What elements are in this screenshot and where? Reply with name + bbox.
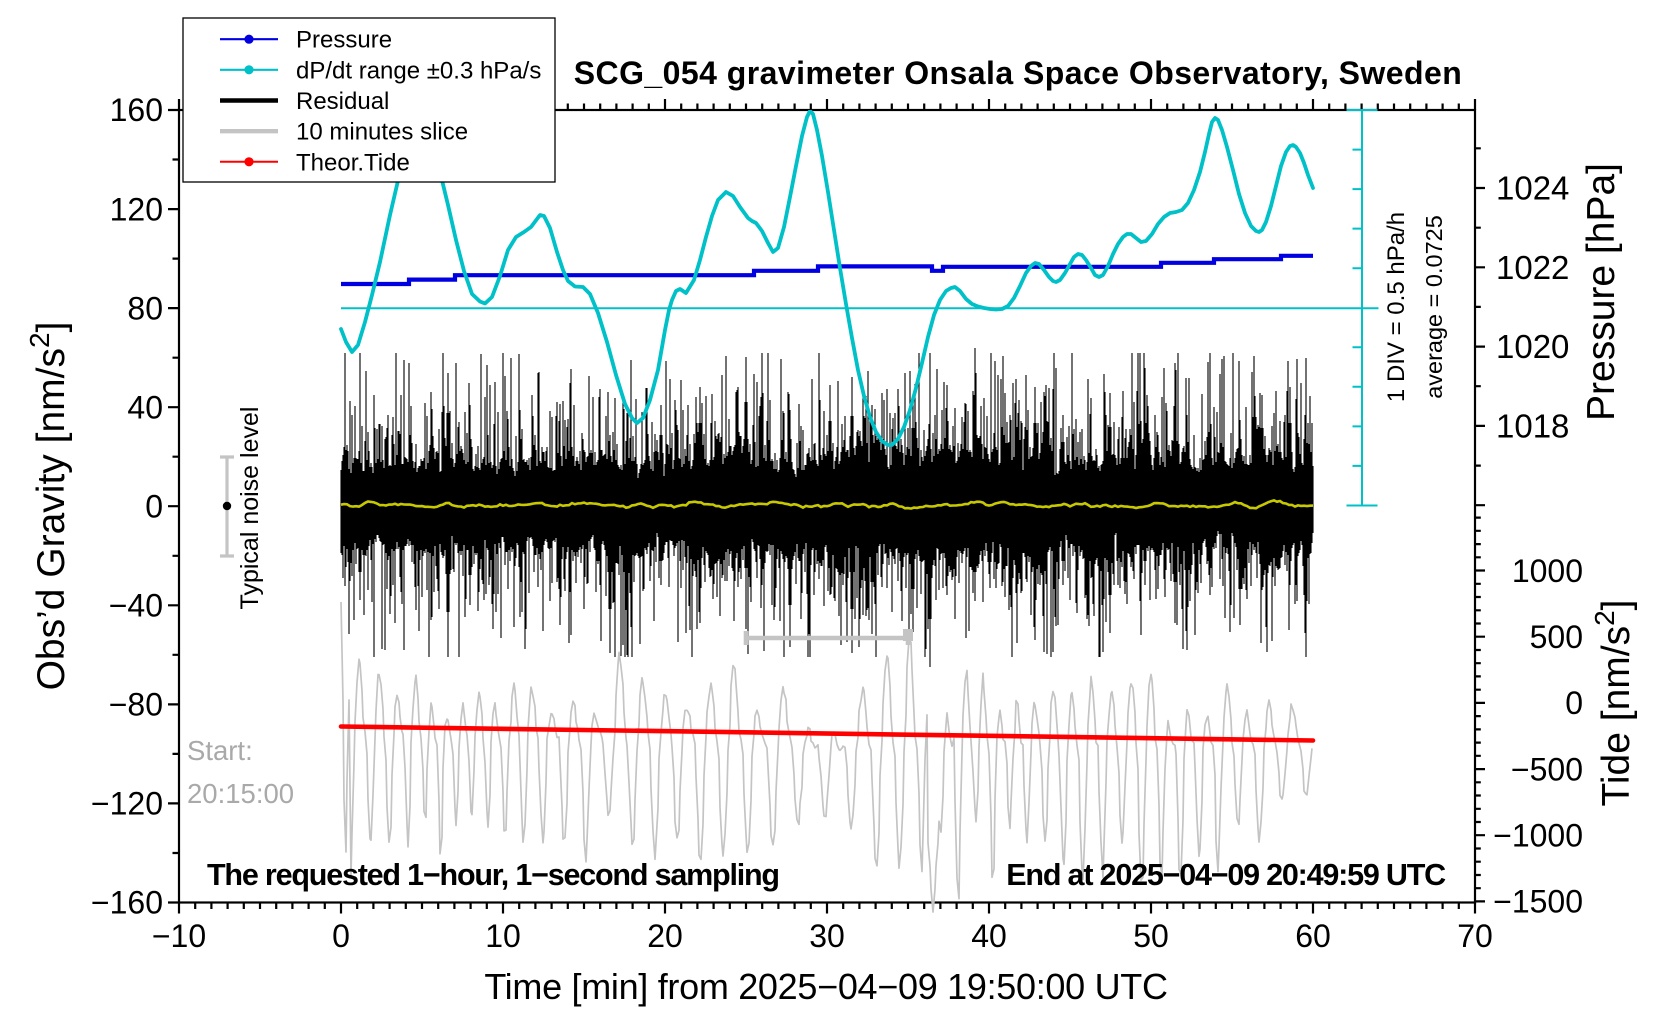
- svg-text:Pressure: Pressure: [296, 27, 392, 54]
- svg-text:−40: −40: [109, 588, 163, 624]
- svg-text:70: 70: [1457, 918, 1493, 954]
- svg-text:120: 120: [110, 191, 163, 227]
- svg-text:0: 0: [145, 489, 163, 525]
- svg-text:40: 40: [971, 918, 1007, 954]
- svg-text:End at 2025−04−09 20:49:59 UTC: End at 2025−04−09 20:49:59 UTC: [1006, 858, 1446, 892]
- svg-text:The requested 1−hour, 1−second: The requested 1−hour, 1−second sampling: [207, 858, 779, 892]
- svg-text:Obs’d Gravity [nm/s2]: Obs’d Gravity [nm/s2]: [24, 322, 73, 691]
- svg-text:−500: −500: [1511, 751, 1583, 787]
- svg-text:−160: −160: [91, 885, 163, 921]
- svg-text:30: 30: [809, 918, 845, 954]
- svg-text:SCG_054 gravimeter Onsala Spac: SCG_054 gravimeter Onsala Space Observat…: [574, 55, 1463, 91]
- svg-text:60: 60: [1295, 918, 1331, 954]
- svg-text:50: 50: [1133, 918, 1169, 954]
- svg-text:−1500: −1500: [1493, 884, 1583, 920]
- svg-text:20:15:00: 20:15:00: [187, 778, 294, 809]
- svg-text:40: 40: [127, 389, 163, 425]
- svg-text:1024: 1024: [1496, 170, 1569, 207]
- svg-text:−120: −120: [91, 786, 163, 822]
- svg-text:−1000: −1000: [1493, 818, 1583, 854]
- svg-text:Theor.Tide: Theor.Tide: [296, 149, 410, 176]
- svg-text:Pressure [hPa]: Pressure [hPa]: [1580, 163, 1623, 421]
- svg-text:10: 10: [485, 918, 521, 954]
- svg-text:0: 0: [1565, 685, 1583, 721]
- svg-text:average = 0.0725: average = 0.0725: [1421, 215, 1447, 399]
- svg-text:Start:: Start:: [187, 735, 253, 766]
- svg-text:Typical noise level: Typical noise level: [236, 407, 264, 610]
- svg-text:20: 20: [647, 918, 683, 954]
- svg-text:1020: 1020: [1496, 328, 1569, 365]
- svg-text:dP/dt range ±0.3 hPa/s: dP/dt range ±0.3 hPa/s: [296, 57, 541, 84]
- svg-text:80: 80: [127, 290, 163, 326]
- svg-text:−10: −10: [152, 918, 206, 954]
- svg-text:Tide [nm/s2]: Tide [nm/s2]: [1589, 599, 1638, 806]
- svg-text:Time [min] from 2025−04−09 19:: Time [min] from 2025−04−09 19:50:00 UTC: [484, 966, 1167, 1007]
- svg-text:1018: 1018: [1496, 408, 1569, 445]
- svg-text:160: 160: [110, 92, 163, 128]
- svg-text:500: 500: [1530, 619, 1583, 655]
- svg-text:0: 0: [332, 918, 350, 954]
- svg-text:1 DIV = 0.5 hPa/h: 1 DIV = 0.5 hPa/h: [1383, 212, 1410, 402]
- svg-text:1022: 1022: [1496, 249, 1569, 286]
- svg-text:1000: 1000: [1512, 553, 1583, 589]
- svg-text:10 minutes slice: 10 minutes slice: [296, 119, 468, 146]
- svg-text:−80: −80: [109, 687, 163, 723]
- svg-text:Residual: Residual: [296, 88, 389, 115]
